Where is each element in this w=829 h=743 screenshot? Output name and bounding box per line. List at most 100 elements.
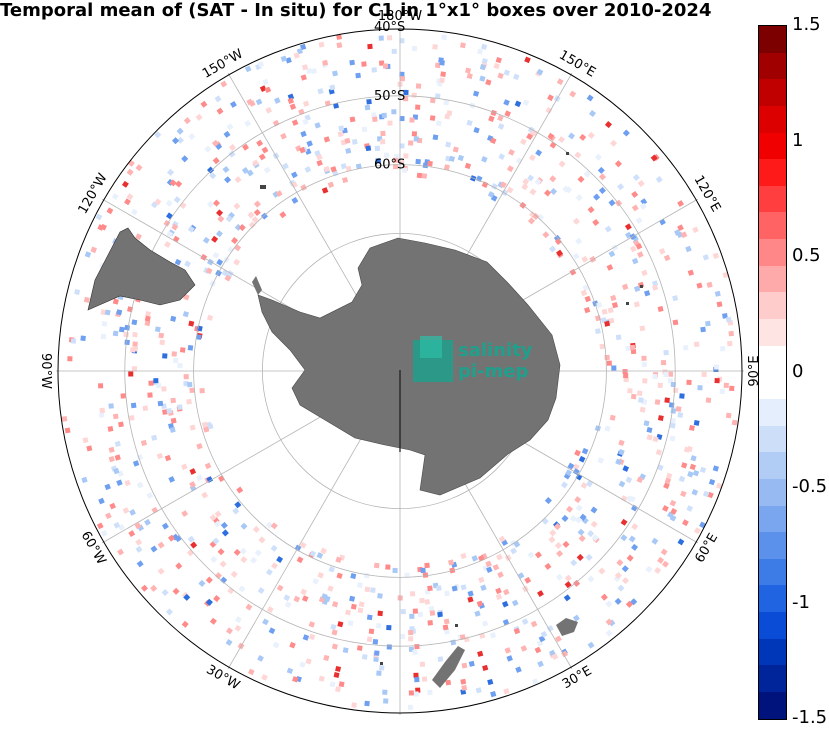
anomaly-cell — [209, 172, 217, 180]
anomaly-cell — [682, 519, 689, 527]
anomaly-cell — [562, 540, 570, 548]
anomaly-cell — [332, 601, 339, 608]
anomaly-cell — [216, 209, 224, 217]
logo-line2: pi-mep — [458, 361, 528, 382]
anomaly-cell — [207, 423, 214, 430]
anomaly-cell — [527, 551, 535, 559]
anomaly-cell — [472, 90, 480, 97]
anomaly-cell — [645, 565, 653, 573]
anomaly-cell — [627, 388, 633, 394]
anomaly-cell — [287, 97, 295, 105]
anomaly-cell — [206, 314, 214, 321]
anomaly-cell — [116, 479, 123, 486]
anomaly-cell — [300, 74, 307, 81]
anomaly-cell — [629, 245, 637, 253]
anomaly-cell — [604, 320, 611, 327]
anomaly-cell — [590, 520, 598, 528]
logo-line1: salinity — [458, 340, 533, 361]
anomaly-cell — [594, 153, 602, 161]
anomaly-cell — [123, 331, 130, 338]
anomaly-cell — [222, 166, 230, 174]
anomaly-cell — [145, 311, 152, 318]
anomaly-cell — [681, 462, 688, 469]
anomaly-cell — [161, 588, 169, 597]
anomaly-cell — [232, 507, 240, 515]
anomaly-cell — [233, 258, 241, 266]
anomaly-cell — [641, 355, 647, 361]
anomaly-cell — [308, 621, 315, 628]
anomaly-cell — [337, 621, 344, 628]
anomaly-cell — [176, 136, 184, 144]
anomaly-cell — [701, 371, 707, 377]
anomaly-cell — [672, 295, 679, 302]
anomaly-cell — [646, 434, 653, 441]
anomaly-cell — [598, 173, 607, 181]
anomaly-cell — [578, 455, 586, 463]
anomaly-cell — [467, 596, 474, 603]
anomaly-cell — [434, 62, 441, 69]
anomaly-cell — [719, 388, 725, 395]
parallel-label: 60°S — [374, 158, 405, 173]
anomaly-cell — [690, 455, 697, 462]
anomaly-cell — [177, 363, 183, 369]
anomaly-cell — [692, 226, 699, 234]
anomaly-cell — [601, 308, 608, 315]
anomaly-cell — [210, 555, 218, 563]
anomaly-cell — [677, 412, 684, 418]
colorbar-step — [759, 425, 786, 453]
anomaly-cell — [719, 346, 726, 352]
anomaly-cell — [214, 572, 222, 580]
anomaly-cell — [302, 100, 310, 107]
anomaly-cell — [124, 339, 130, 346]
anomaly-cell — [591, 534, 599, 542]
anomaly-cell — [373, 656, 379, 663]
anomaly-cell — [687, 269, 695, 276]
anomaly-cell — [234, 501, 242, 509]
anomaly-cell — [451, 585, 458, 592]
anomaly-cell — [114, 454, 121, 461]
anomaly-cell — [228, 150, 236, 158]
anomaly-cell — [215, 230, 223, 238]
anomaly-cell — [495, 593, 503, 601]
anomaly-cell — [622, 465, 630, 472]
anomaly-cell — [156, 452, 164, 460]
anomaly-cell — [135, 233, 142, 241]
anomaly-cell — [575, 194, 583, 202]
anomaly-cell — [554, 542, 562, 550]
anomaly-cell — [205, 267, 213, 275]
anomaly-cell — [477, 48, 484, 55]
anomaly-cell — [437, 611, 443, 618]
anomaly-cell — [691, 489, 699, 496]
colorbar-step — [759, 665, 786, 693]
parallel-label: 40°S — [374, 20, 405, 35]
anomaly-cell — [443, 618, 450, 625]
anomaly-cell — [503, 69, 511, 76]
anomaly-cell — [468, 660, 475, 667]
anomaly-cell — [515, 666, 522, 673]
anomaly-cell — [331, 629, 338, 636]
anomaly-cell — [631, 190, 639, 198]
meridian-label: 120°W — [76, 171, 111, 217]
anomaly-cell — [132, 460, 140, 467]
anomaly-cell — [247, 211, 255, 219]
anomaly-cell — [206, 166, 215, 174]
anomaly-cell — [301, 64, 309, 71]
anomaly-cell — [639, 406, 646, 413]
anomaly-cell — [487, 678, 494, 686]
anomaly-cell — [631, 257, 639, 265]
anomaly-cell — [607, 307, 614, 314]
anomaly-cell — [697, 385, 703, 391]
anomaly-cell — [226, 123, 234, 131]
anomaly-cell — [572, 217, 580, 225]
anomaly-cell — [220, 576, 228, 584]
anomaly-cell — [716, 301, 723, 308]
anomaly-cell — [338, 681, 345, 688]
anomaly-cell — [302, 118, 309, 126]
anomaly-cell — [274, 97, 281, 104]
anomaly-cell — [408, 636, 414, 642]
anomaly-cell — [238, 585, 246, 593]
anomaly-cell — [132, 331, 138, 338]
anomaly-cell — [223, 130, 231, 138]
anomaly-cell — [413, 136, 419, 142]
anomaly-cell — [665, 472, 673, 480]
